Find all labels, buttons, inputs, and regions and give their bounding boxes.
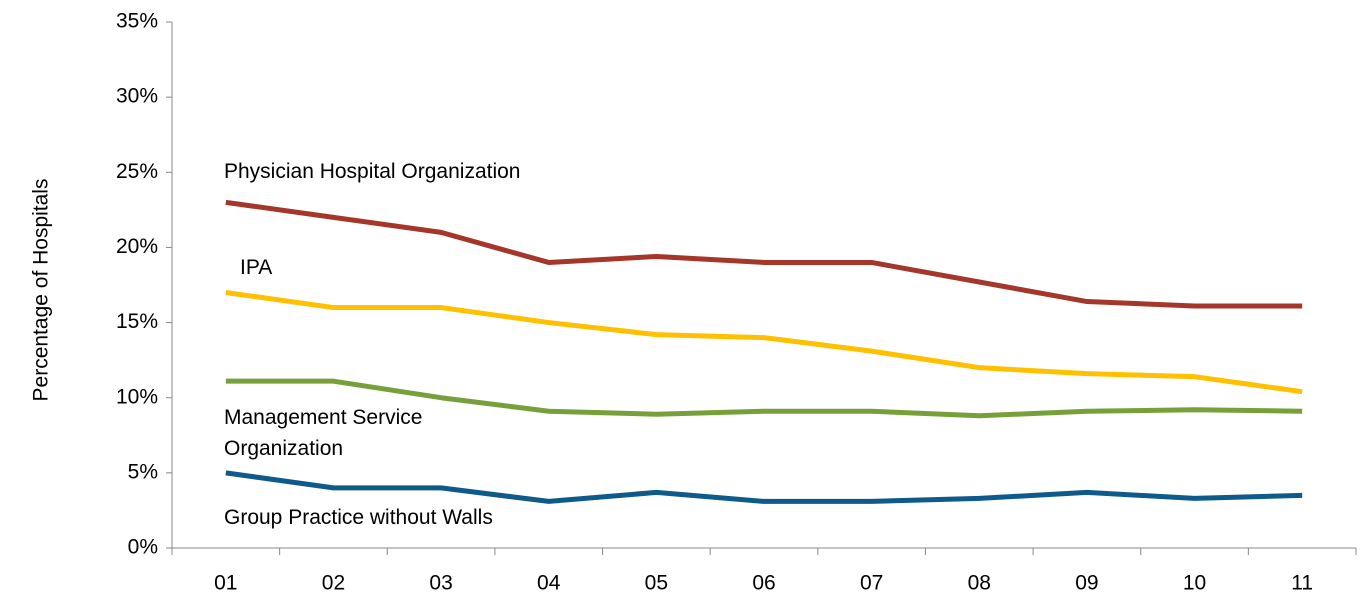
y-tick-label: 0% <box>128 536 158 559</box>
y-tick-label: 20% <box>116 235 158 258</box>
x-tick-label: 09 <box>1075 572 1098 595</box>
x-tick-label: 08 <box>968 572 991 595</box>
y-tick-label: 10% <box>116 385 158 408</box>
y-tick-label: 25% <box>116 160 158 183</box>
series-label: Group Practice without Walls <box>224 506 493 529</box>
data-line <box>225 290 1303 395</box>
data-line <box>225 199 1303 309</box>
x-tick-label: 11 <box>1291 572 1313 595</box>
y-axis-label: Percentage of Hospitals <box>30 179 53 402</box>
x-tick-label: 01 <box>214 572 237 595</box>
series-label: Management Service Organization <box>224 406 423 460</box>
y-tick-label: 5% <box>128 460 158 483</box>
x-tick-label: 02 <box>322 572 345 595</box>
data-line <box>225 378 1303 419</box>
x-tick-label: 05 <box>645 572 668 595</box>
x-tick-label: 04 <box>537 572 561 595</box>
x-tick-label: 10 <box>1183 572 1206 595</box>
x-tick-label: 07 <box>860 572 883 595</box>
series-label: Physician Hospital Organization <box>224 160 521 183</box>
x-tick-label: 03 <box>429 572 452 595</box>
x-tick-label: 06 <box>752 572 775 595</box>
y-tick-label: 35% <box>116 10 158 33</box>
y-tick-label: 30% <box>116 85 158 108</box>
y-tick-label: 15% <box>116 310 158 333</box>
data-line <box>225 470 1303 504</box>
series-label: IPA <box>240 256 273 279</box>
